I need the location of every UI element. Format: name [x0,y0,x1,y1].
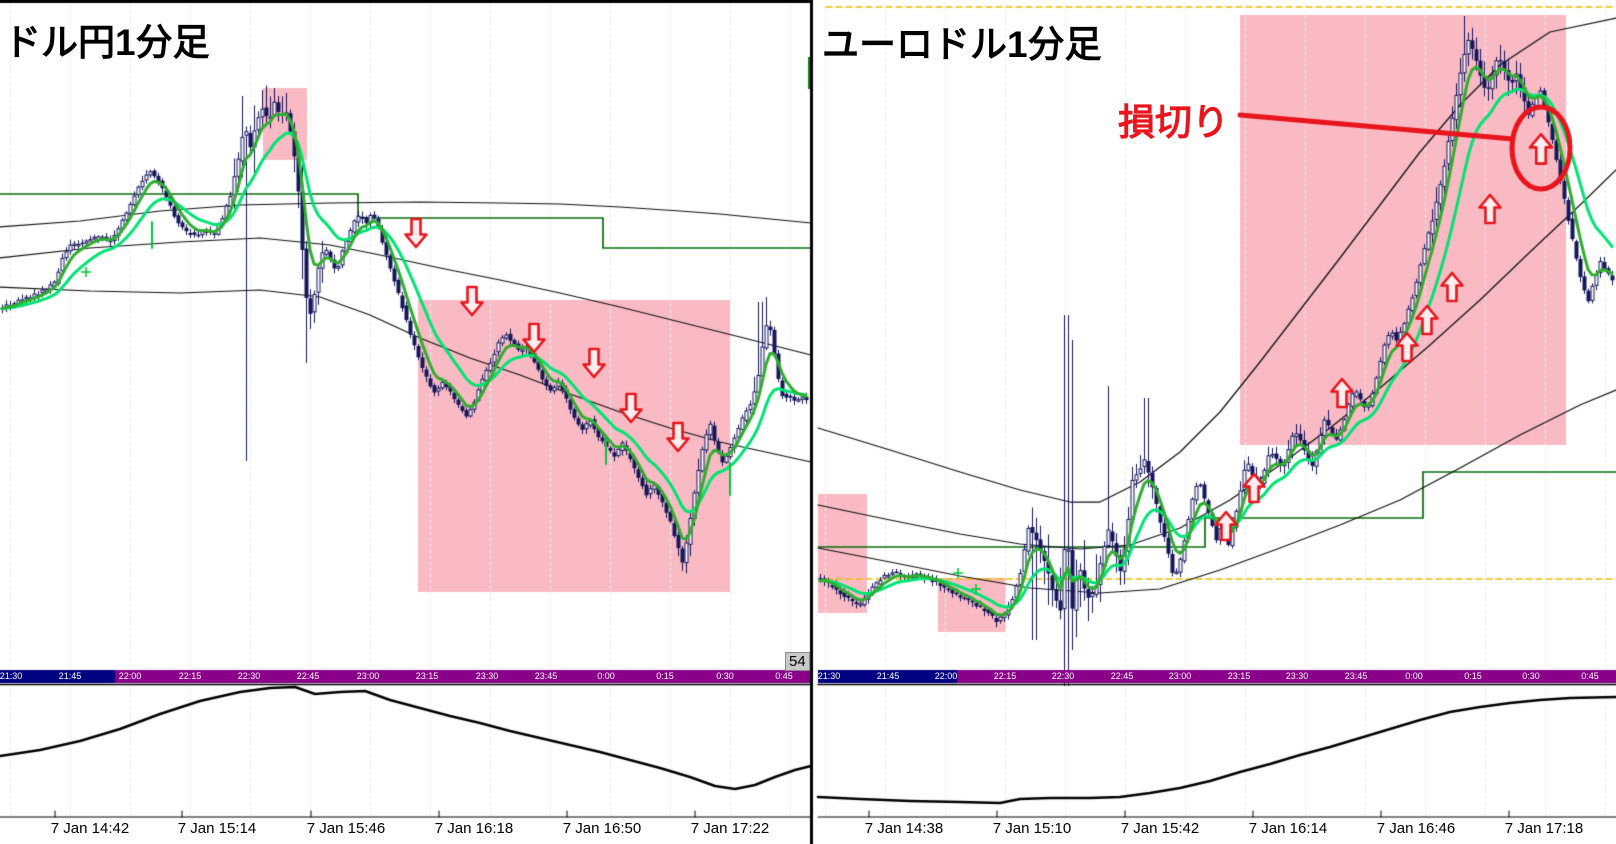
dual-forex-chart-screenshot: ドル円1分足 ユーロドル1分足 損切り 54 21:30 21:45 22:00 22… [0,0,1616,844]
charts-canvas [0,0,1616,844]
